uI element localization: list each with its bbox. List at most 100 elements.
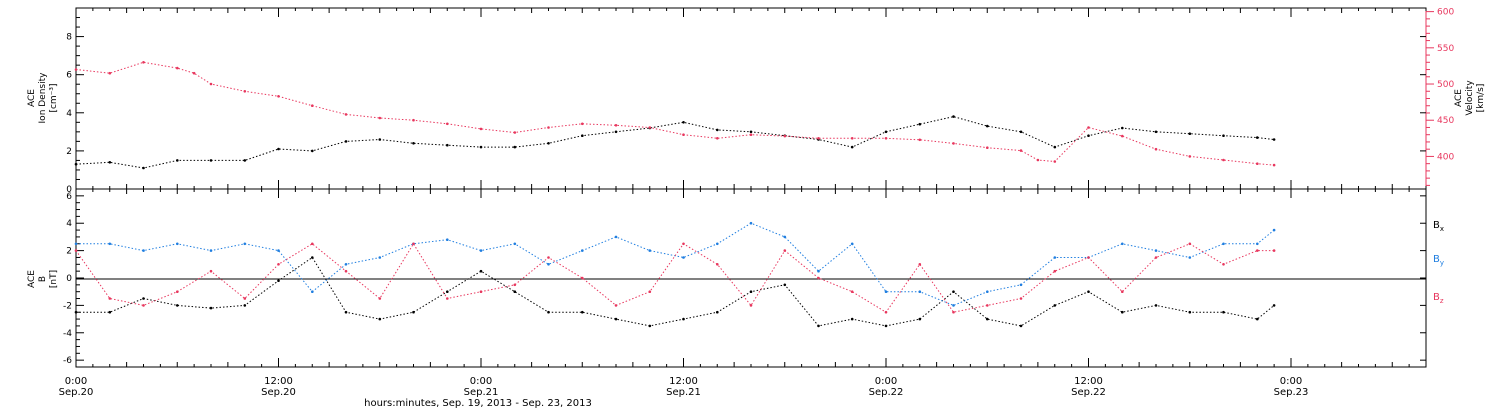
density-point [479, 145, 483, 149]
velocity-point [378, 116, 382, 120]
velocity-point [142, 61, 145, 64]
x-tick-time: 0:00 [875, 376, 897, 387]
x-tick-time: 0:00 [1280, 376, 1302, 387]
velocity-point [1256, 162, 1259, 165]
bx-point [479, 269, 483, 273]
density-point [344, 140, 348, 143]
top-left-y-ticks: 0 2 4 6 8 [66, 17, 1426, 195]
bz-point [142, 304, 145, 307]
density-point [176, 159, 179, 162]
bz-point [614, 304, 618, 307]
bz-point [986, 304, 989, 307]
velocity-label-name: Velocity [1465, 80, 1475, 116]
bx-point [1019, 324, 1023, 328]
by-point [1188, 256, 1192, 259]
by-point [716, 242, 719, 246]
bfield-label-unit: [nT] [49, 270, 59, 288]
bx-point [176, 304, 179, 307]
bz-point [682, 242, 685, 246]
velocity-point [1222, 158, 1225, 162]
by-point [513, 242, 517, 246]
by-point [614, 235, 618, 239]
bx-point [850, 317, 854, 321]
by-point [74, 242, 78, 246]
bz-point [648, 290, 652, 294]
bfield-tick-label: -6 [63, 356, 72, 366]
by-point [479, 249, 483, 252]
bz-point [74, 249, 78, 252]
by-point [176, 242, 179, 246]
density-point [581, 134, 584, 137]
density-point [74, 162, 78, 166]
density-point [884, 130, 888, 134]
legend-bz-name: B [1433, 292, 1440, 303]
bfield-tick-label: 4 [66, 219, 72, 229]
velocity-point [1036, 158, 1040, 162]
x-tick-time: 12:00 [1074, 376, 1103, 387]
bx-point [682, 317, 685, 321]
density-tick-label: 0 [66, 185, 72, 195]
x-tick-time: 0:00 [470, 376, 492, 387]
bx-point [412, 310, 415, 314]
bfield-tick-label: 6 [66, 192, 72, 202]
by-point [547, 263, 550, 266]
by-point [682, 256, 685, 259]
bx-point [1053, 304, 1057, 307]
by-point [884, 290, 888, 294]
density-point [209, 159, 213, 162]
bz-point [412, 242, 415, 246]
x-tick-time: 12:00 [264, 376, 293, 387]
bx-point [344, 310, 348, 314]
x-tick-date: Sep.20 [59, 387, 94, 398]
legend-bx: Bx [1433, 220, 1444, 233]
velocity-point [176, 66, 179, 70]
density-label-name: Ion Density [38, 72, 48, 124]
velocity-trace [75, 61, 1275, 166]
velocity-point [412, 118, 415, 122]
velocity-point [344, 113, 348, 116]
bx-point [648, 324, 652, 328]
bz-point [783, 249, 787, 252]
density-point [108, 161, 112, 164]
bz-point [1154, 256, 1158, 259]
by-point [1272, 228, 1276, 232]
bz-point [1188, 242, 1192, 246]
velocity-axis-label: ACE Velocity [km/s] [1454, 80, 1486, 116]
bz-point [1019, 297, 1023, 300]
by-point [986, 290, 989, 294]
bfield-tick-label: -2 [63, 301, 72, 311]
bz-point [479, 290, 483, 294]
bx-point [1222, 310, 1225, 314]
bx-point [547, 310, 550, 314]
density-point [682, 121, 685, 124]
density-point [716, 128, 719, 132]
bfield-label-name: B [38, 276, 48, 282]
by-point [749, 221, 753, 225]
velocity-point [1053, 160, 1057, 163]
velocity-point [614, 124, 618, 127]
bx-point [581, 310, 584, 314]
by-point [1053, 256, 1057, 259]
by-point [783, 235, 787, 239]
velocity-tick-label: 400 [1437, 152, 1454, 162]
bx-point [446, 290, 449, 294]
density-point [1222, 134, 1225, 137]
bx-point [783, 283, 787, 287]
density-label-ace: ACE [27, 89, 37, 107]
velocity-point [547, 126, 550, 129]
legend-by-sub: y [1440, 259, 1444, 267]
velocity-point [952, 142, 955, 145]
bz-point [850, 290, 854, 294]
bx-point [614, 317, 618, 321]
x-tick-date: Sep.22 [1071, 387, 1106, 398]
by-point [1222, 242, 1225, 246]
by-point [378, 256, 382, 259]
velocity-point [1121, 134, 1124, 138]
density-point [446, 143, 449, 147]
density-point [277, 147, 280, 151]
density-point [243, 159, 247, 162]
velocity-point [1188, 155, 1192, 158]
by-point [142, 249, 145, 252]
by-point [1256, 242, 1259, 246]
